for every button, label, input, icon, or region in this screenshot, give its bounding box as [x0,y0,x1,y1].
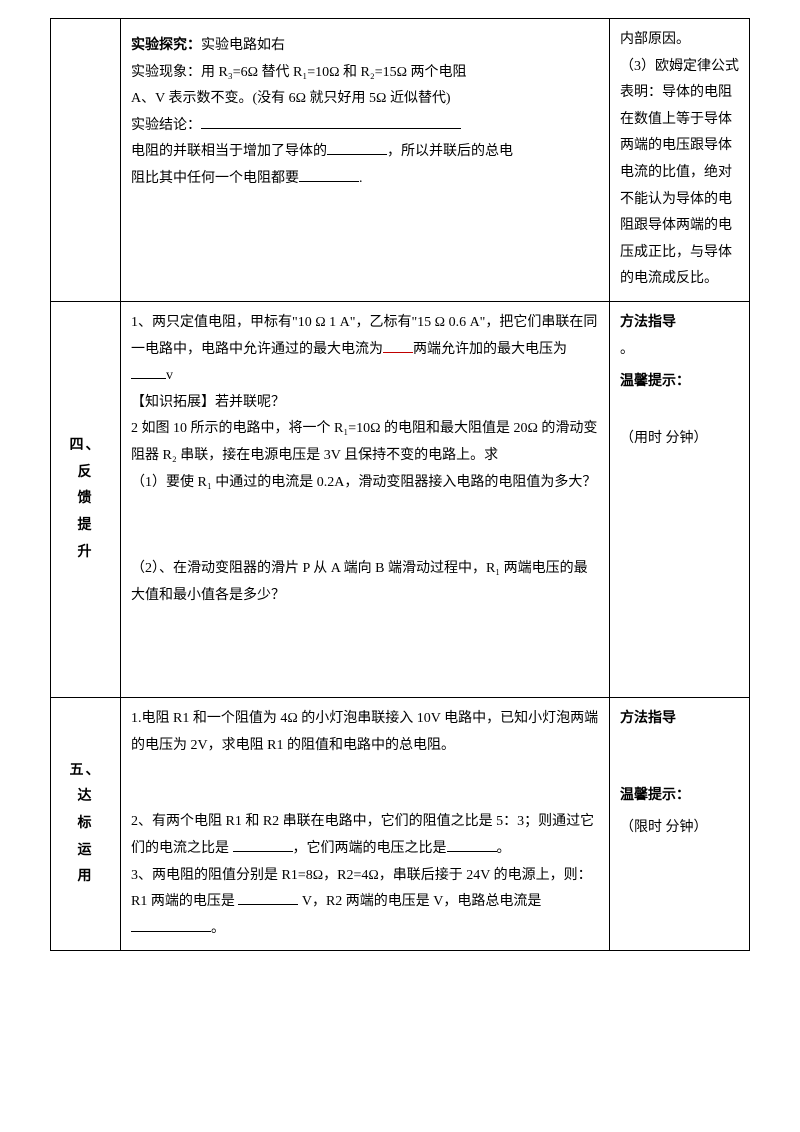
text-line: 电阻的并联相当于增加了导体的 [131,144,327,159]
blank-field [327,141,387,155]
text-line: 阻比其中任何一个电阻都要 [131,171,299,186]
text-line: 。 [497,841,511,856]
row1-label-cell [51,19,121,302]
blank-field [299,168,359,182]
label-text: 标 [61,811,110,838]
label-text: 升 [61,540,110,567]
row2-main-cell: 1、两只定值电阻，甲标有"10 Ω 1 A"，乙标有"15 Ω 0.6 A"，把… [121,301,610,697]
blank-field [131,365,166,379]
text-line: . [359,171,363,186]
text-line: ，它们两端的电压之比是 [293,841,447,856]
text-line: 1.电阻 R1 和一个阻值为 4Ω 的小灯泡串联接入 10V 电路中，已知小灯泡… [131,706,599,759]
experiment-rest: 实验电路如右 [201,38,285,53]
label-text: 四、 [61,433,110,460]
blank-field [131,918,211,932]
side-text: 内部原因。 [620,27,739,54]
label-text: 达 [61,784,110,811]
text-line: 实验现象：用 R₃=6Ω 替代 R₁=10Ω 和 R₂=15Ω 两个电阻 [131,60,599,87]
document-table: 实验探究：实验电路如右 实验现象：用 R₃=6Ω 替代 R₁=10Ω 和 R₂=… [50,18,750,951]
side-text: 。 [620,337,739,364]
label-text: 五、 [61,758,110,785]
blank-field [447,838,497,852]
label-text: 提 [61,513,110,540]
side-heading: 方法指导 [620,706,739,733]
side-heading: 温馨提示： [620,783,739,810]
row2-side-cell: 方法指导 。 温馨提示： （用时 分钟） [610,301,750,697]
row3-side-cell: 方法指导 温馨提示： （限时 分钟） [610,698,750,951]
row1-side-cell: 内部原因。 （3）欧姆定律公式 表明：导体的电阻在数值上等于导体两端的电压跟导体… [610,19,750,302]
table-row: 五、 达 标 运 用 1.电阻 R1 和一个阻值为 4Ω 的小灯泡串联接入 10… [51,698,750,951]
text-line: （1）要使 R₁ 中通过的电流是 0.2A，滑动变阻器接入电路的电阻值为多大？ [131,470,599,497]
text-line: A、V 表示数不变。(没有 6Ω 就只好用 5Ω 近似替代) [131,86,599,113]
row1-main-cell: 实验探究：实验电路如右 实验现象：用 R₃=6Ω 替代 R₁=10Ω 和 R₂=… [121,19,610,302]
blank-field [233,838,293,852]
text-line: v [166,368,173,383]
experiment-title: 实验探究： [131,38,201,53]
blank-field-red [383,339,413,353]
text-line: 。 [211,921,225,936]
table-row: 实验探究：实验电路如右 实验现象：用 R₃=6Ω 替代 R₁=10Ω 和 R₂=… [51,19,750,302]
side-heading: 温馨提示： [620,369,739,396]
label-text: 反 [61,460,110,487]
row3-main-cell: 1.电阻 R1 和一个阻值为 4Ω 的小灯泡串联接入 10V 电路中，已知小灯泡… [121,698,610,951]
text-line: ，所以并联后的总电 [387,144,513,159]
table-row: 四、 反 馈 提 升 1、两只定值电阻，甲标有"10 Ω 1 A"，乙标有"15… [51,301,750,697]
side-text: （限时 分钟） [620,815,739,842]
side-heading: 方法指导 [620,315,676,330]
row2-label-cell: 四、 反 馈 提 升 [51,301,121,697]
text-line: 两端允许加的最大电压为 [413,342,567,357]
row3-label-cell: 五、 达 标 运 用 [51,698,121,951]
text-line: 2 如图 10 所示的电路中，将一个 R₁=10Ω 的电阻和最大阻值是 20Ω … [131,416,599,469]
side-text: （用时 分钟） [620,426,739,453]
text-line: 实验结论： [131,118,201,133]
label-text: 运 [61,838,110,865]
label-text: 馈 [61,486,110,513]
blank-field [238,891,298,905]
text-line: V，R2 两端的电压是 V，电路总电流是 [298,894,541,909]
text-line: （2）、在滑动变阻器的滑片 P 从 A 端向 B 端滑动过程中，R₁ 两端电压的… [131,556,599,609]
text-line: 【知识拓展】若并联呢？ [131,390,599,417]
side-text: （3）欧姆定律公式 表明：导体的电阻在数值上等于导体两端的电压跟导体电流的比值，… [620,54,739,293]
label-text: 用 [61,864,110,891]
blank-field [201,115,461,129]
